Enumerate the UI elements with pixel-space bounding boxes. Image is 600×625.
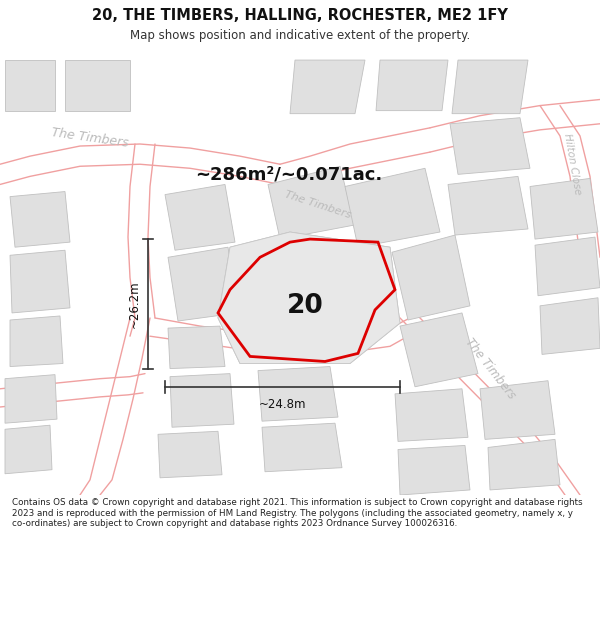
Text: 20: 20 (287, 293, 323, 319)
Polygon shape (392, 235, 470, 320)
Polygon shape (170, 374, 234, 428)
Polygon shape (376, 60, 448, 111)
Polygon shape (168, 326, 225, 369)
Polygon shape (218, 232, 400, 364)
Polygon shape (5, 425, 52, 474)
Polygon shape (345, 168, 440, 247)
Polygon shape (268, 166, 355, 239)
Text: Contains OS data © Crown copyright and database right 2021. This information is : Contains OS data © Crown copyright and d… (12, 498, 583, 528)
Polygon shape (480, 381, 555, 439)
Polygon shape (290, 60, 365, 114)
Text: ~286m²/~0.071ac.: ~286m²/~0.071ac. (195, 166, 382, 183)
Text: 20, THE TIMBERS, HALLING, ROCHESTER, ME2 1FY: 20, THE TIMBERS, HALLING, ROCHESTER, ME2… (92, 8, 508, 22)
Text: The Timbers: The Timbers (463, 336, 518, 401)
Text: The Timbers: The Timbers (284, 189, 352, 220)
Polygon shape (65, 60, 130, 111)
Text: Hilton Close: Hilton Close (562, 132, 583, 196)
Polygon shape (218, 232, 400, 364)
Polygon shape (10, 191, 70, 247)
Polygon shape (450, 118, 530, 174)
Polygon shape (398, 446, 470, 495)
Polygon shape (535, 237, 600, 296)
Polygon shape (395, 389, 468, 441)
Polygon shape (5, 374, 57, 423)
Text: Map shows position and indicative extent of the property.: Map shows position and indicative extent… (130, 29, 470, 42)
Polygon shape (400, 313, 478, 387)
Polygon shape (262, 423, 342, 472)
Polygon shape (530, 178, 598, 239)
Polygon shape (158, 431, 222, 478)
Polygon shape (258, 366, 338, 421)
Text: The Timbers: The Timbers (50, 126, 130, 150)
Polygon shape (448, 176, 528, 235)
Polygon shape (10, 316, 63, 366)
Polygon shape (452, 60, 528, 114)
Polygon shape (10, 250, 70, 313)
Text: ~24.8m: ~24.8m (259, 399, 306, 411)
Polygon shape (488, 439, 560, 490)
Polygon shape (540, 298, 600, 354)
Polygon shape (168, 247, 238, 321)
Polygon shape (5, 60, 55, 111)
Polygon shape (165, 184, 235, 250)
Text: ~26.2m: ~26.2m (128, 280, 140, 328)
